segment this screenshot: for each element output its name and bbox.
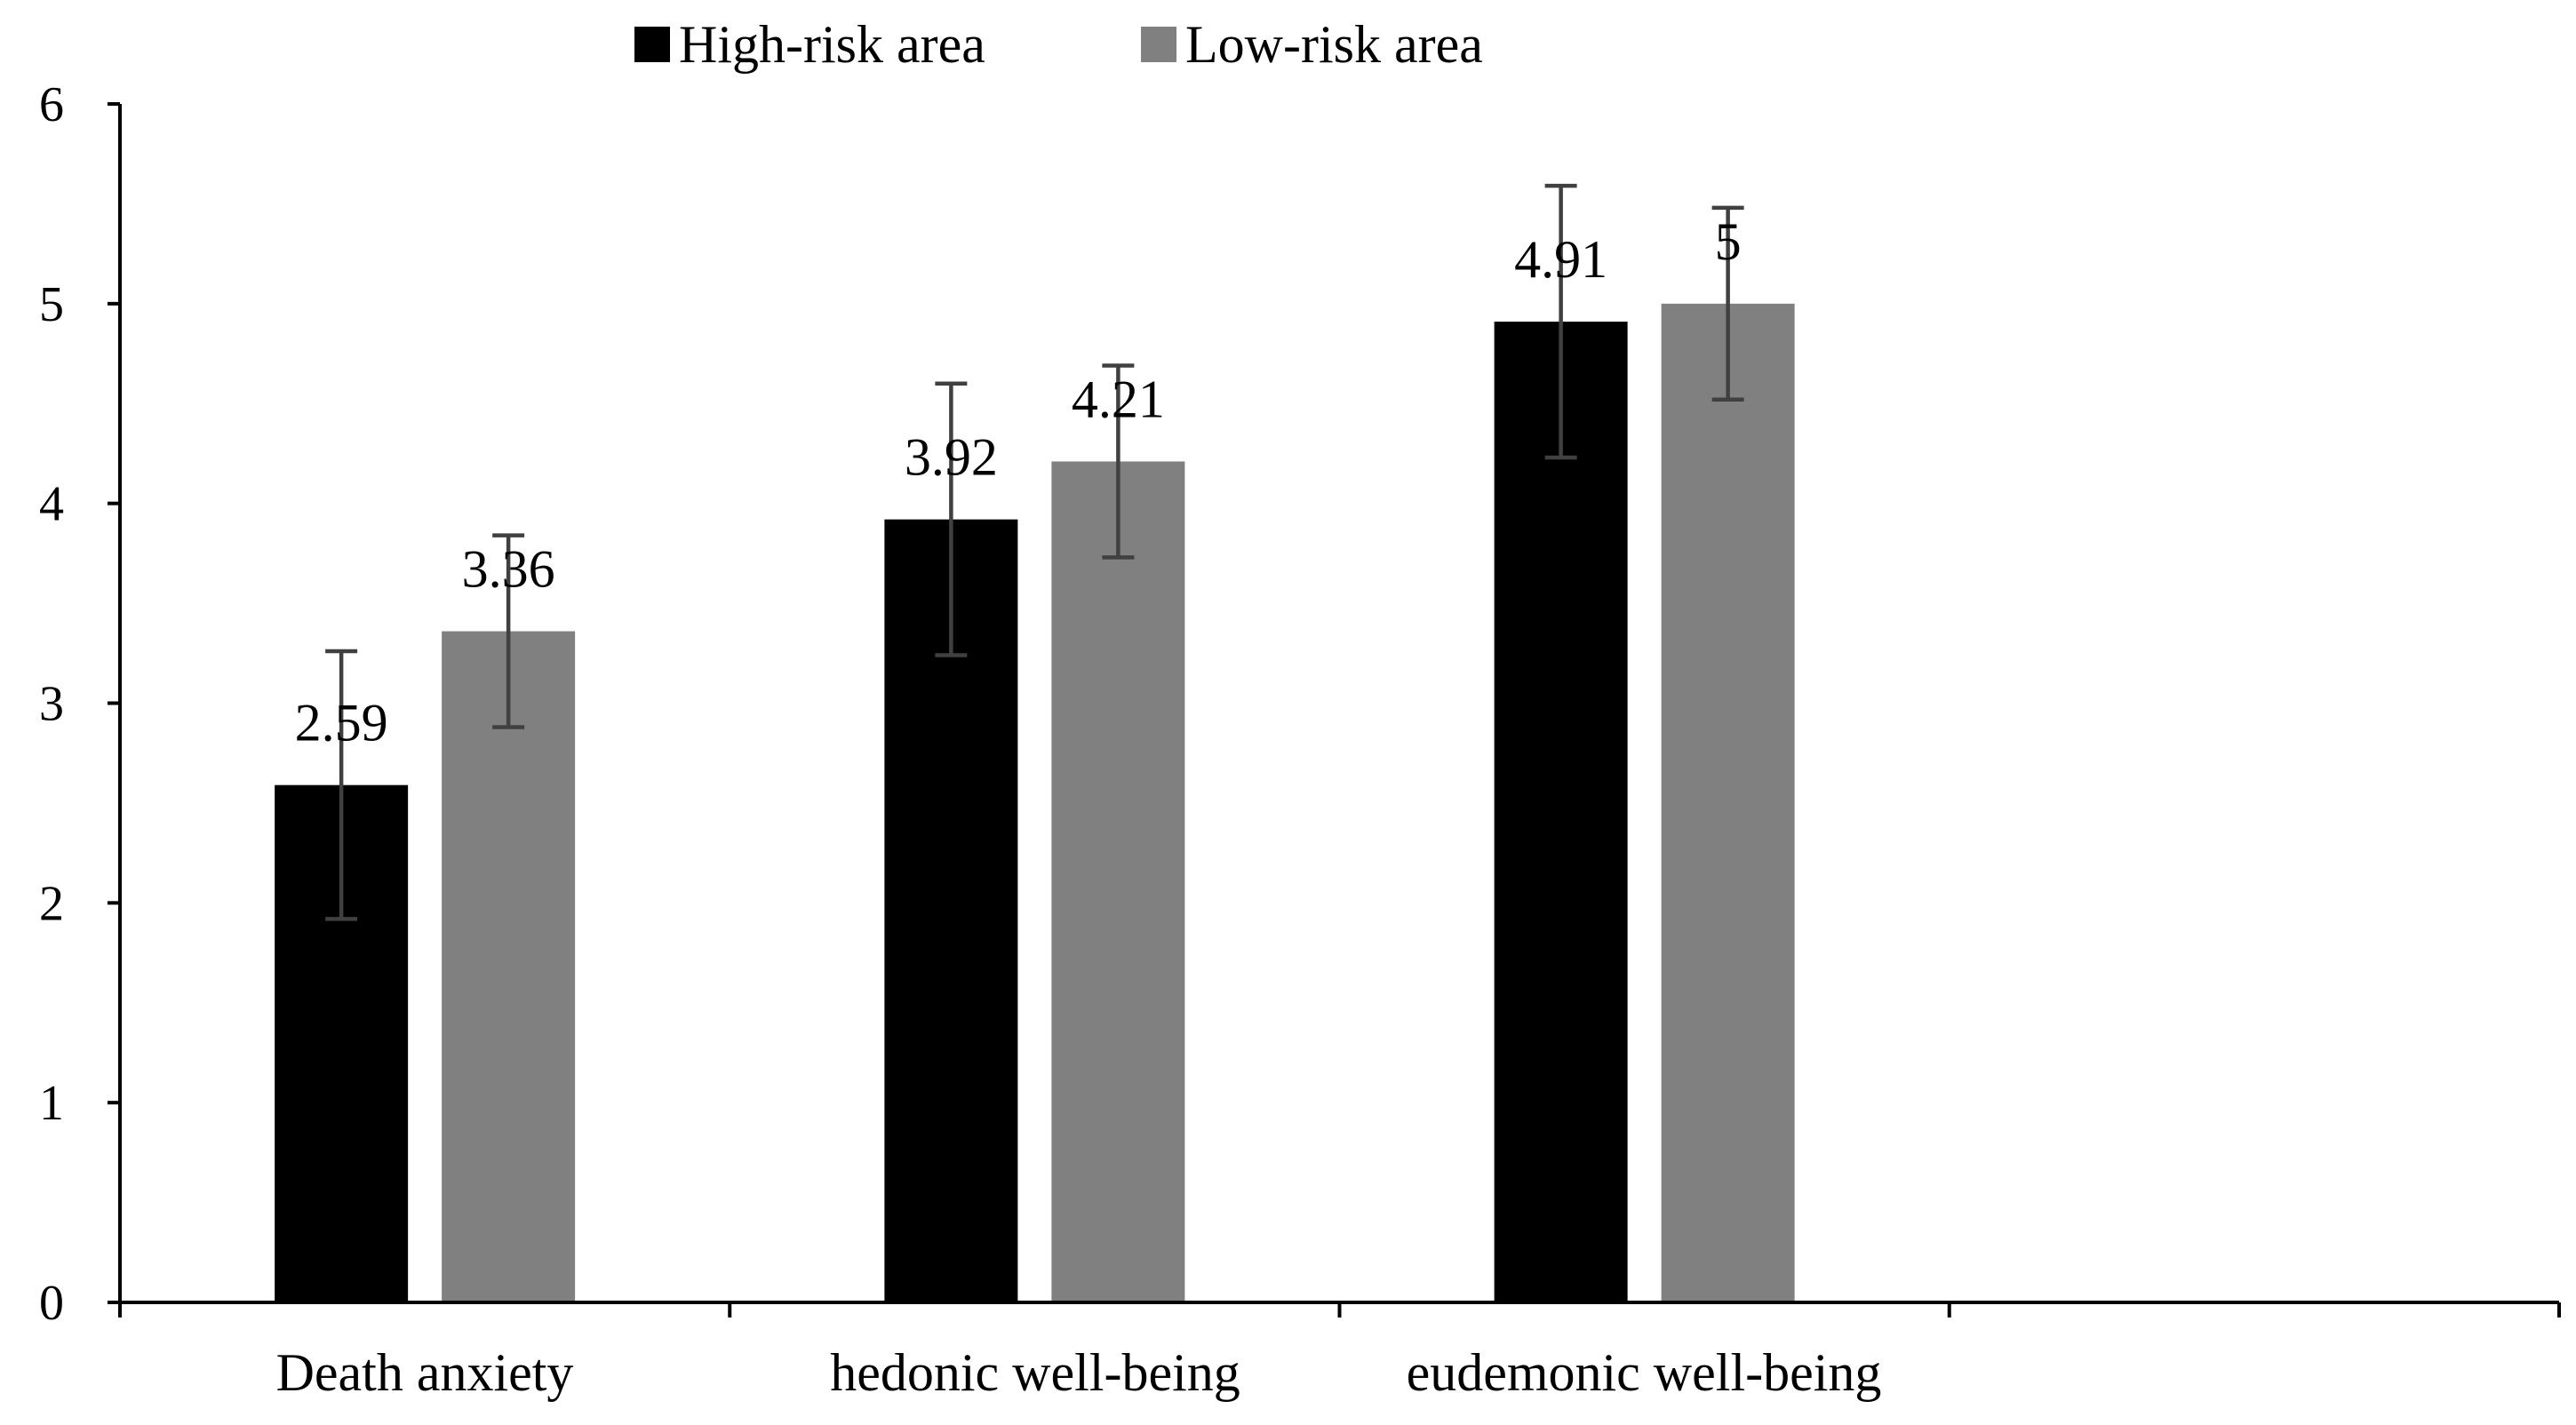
data-label: 5 — [1715, 212, 1742, 271]
y-tick-label: 0 — [39, 1276, 64, 1331]
category-label-death-anxiety: Death anxiety — [276, 1343, 574, 1402]
bar-high-risk — [1494, 322, 1628, 1302]
bar-low-risk — [442, 631, 576, 1302]
y-tick-label: 1 — [39, 1076, 64, 1131]
y-tick-label: 5 — [39, 277, 64, 332]
legend-swatch-low-risk — [1141, 27, 1176, 62]
legend-swatch-high-risk — [634, 27, 670, 62]
bar-low-risk — [1661, 303, 1795, 1302]
legend-label-low-risk: Low-risk area — [1185, 15, 1483, 74]
data-label: 4.21 — [1072, 370, 1165, 428]
bars — [275, 303, 1795, 1302]
bar-low-risk — [1051, 461, 1185, 1302]
legend-label-high-risk: High-risk area — [679, 15, 985, 74]
x-axis-ticks — [118, 1302, 2561, 1318]
data-label: 4.91 — [1514, 230, 1607, 289]
y-axis-ticks: 0 1 2 3 4 5 6 — [39, 77, 120, 1331]
data-label: 3.92 — [905, 428, 998, 487]
data-label: 3.36 — [462, 540, 555, 599]
data-label: 2.59 — [295, 694, 388, 752]
data-labels: 2.59 3.36 3.92 4.21 4.91 5 — [295, 212, 1742, 752]
category-label-hedonic-well-being: hedonic well-being — [830, 1343, 1240, 1402]
y-tick-label: 6 — [39, 77, 64, 132]
legend: High-risk area Low-risk area — [634, 15, 1483, 74]
y-tick-label: 4 — [39, 477, 64, 532]
y-tick-label: 3 — [39, 677, 64, 732]
y-tick-label: 2 — [39, 876, 64, 931]
error-bars — [325, 183, 1744, 921]
category-label-eudemonic-well-being: eudemonic well-being — [1407, 1343, 1882, 1402]
category-labels: Death anxiety hedonic well-being eudemon… — [276, 1343, 1882, 1402]
